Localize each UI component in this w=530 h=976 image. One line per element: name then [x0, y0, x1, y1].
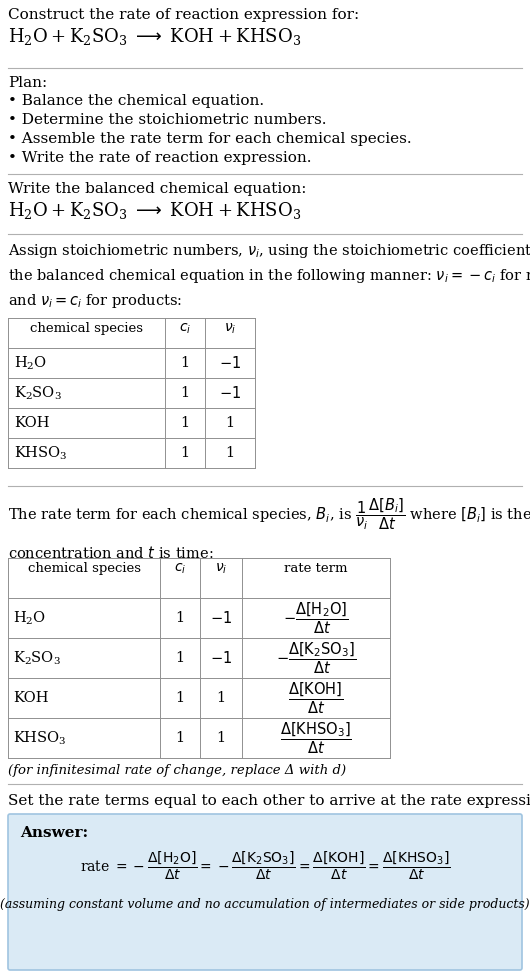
Text: 1: 1: [175, 611, 184, 625]
Text: Set the rate terms equal to each other to arrive at the rate expression:: Set the rate terms equal to each other t…: [8, 794, 530, 808]
Text: • Determine the stoichiometric numbers.: • Determine the stoichiometric numbers.: [8, 113, 326, 127]
Text: $c_i$: $c_i$: [179, 322, 191, 337]
Text: 1: 1: [180, 446, 190, 460]
Text: $-1$: $-1$: [210, 610, 232, 626]
Text: KOH: KOH: [14, 416, 49, 430]
Text: $\mathregular{H_2O}$: $\mathregular{H_2O}$: [14, 354, 47, 372]
Text: $c_i$: $c_i$: [174, 562, 186, 577]
Text: $\mathregular{K_2SO_3}$: $\mathregular{K_2SO_3}$: [14, 385, 62, 402]
Text: $\mathregular{K_2SO_3}$: $\mathregular{K_2SO_3}$: [13, 649, 61, 667]
Text: KOH: KOH: [13, 691, 49, 705]
Text: $-1$: $-1$: [219, 355, 241, 371]
Text: $\nu_i$: $\nu_i$: [215, 562, 227, 577]
Text: Assign stoichiometric numbers, $\nu_i$, using the stoichiometric coefficients, $: Assign stoichiometric numbers, $\nu_i$, …: [8, 242, 530, 310]
Text: 1: 1: [180, 386, 190, 400]
Text: chemical species: chemical species: [30, 322, 143, 335]
Text: rate term: rate term: [284, 562, 348, 575]
Text: $\dfrac{\Delta[\mathrm{KOH}]}{\Delta t}$: $\dfrac{\Delta[\mathrm{KOH}]}{\Delta t}$: [288, 680, 344, 715]
Text: (assuming constant volume and no accumulation of intermediates or side products): (assuming constant volume and no accumul…: [0, 898, 530, 911]
Text: $-\dfrac{\Delta[\mathrm{K_2SO_3}]}{\Delta t}$: $-\dfrac{\Delta[\mathrm{K_2SO_3}]}{\Delt…: [276, 640, 356, 675]
Text: Write the balanced chemical equation:: Write the balanced chemical equation:: [8, 182, 306, 196]
Text: • Balance the chemical equation.: • Balance the chemical equation.: [8, 94, 264, 108]
Text: 1: 1: [175, 731, 184, 745]
Text: Plan:: Plan:: [8, 76, 47, 90]
Text: $-1$: $-1$: [219, 385, 241, 401]
Text: 1: 1: [175, 691, 184, 705]
Text: Construct the rate of reaction expression for:: Construct the rate of reaction expressio…: [8, 8, 359, 22]
Text: $\nu_i$: $\nu_i$: [224, 322, 236, 337]
Text: $\dfrac{\Delta[\mathrm{KHSO_3}]}{\Delta t}$: $\dfrac{\Delta[\mathrm{KHSO_3}]}{\Delta …: [280, 720, 352, 755]
Text: $\mathregular{H_2O + K_2SO_3}$$\;\longrightarrow\;$$\mathregular{KOH + KHSO_3}$: $\mathregular{H_2O + K_2SO_3}$$\;\longri…: [8, 26, 301, 47]
Text: 1: 1: [175, 651, 184, 665]
Text: $\mathregular{KHSO_3}$: $\mathregular{KHSO_3}$: [13, 729, 67, 747]
Text: chemical species: chemical species: [28, 562, 140, 575]
Text: (for infinitesimal rate of change, replace Δ with d): (for infinitesimal rate of change, repla…: [8, 764, 346, 777]
Text: Answer:: Answer:: [20, 826, 88, 840]
Text: 1: 1: [180, 416, 190, 430]
Text: 1: 1: [225, 446, 235, 460]
Text: $\mathregular{KHSO_3}$: $\mathregular{KHSO_3}$: [14, 444, 68, 462]
Text: • Assemble the rate term for each chemical species.: • Assemble the rate term for each chemic…: [8, 132, 412, 146]
Text: • Write the rate of reaction expression.: • Write the rate of reaction expression.: [8, 151, 312, 165]
Text: $\mathregular{H_2O + K_2SO_3}$$\;\longrightarrow\;$$\mathregular{KOH + KHSO_3}$: $\mathregular{H_2O + K_2SO_3}$$\;\longri…: [8, 200, 301, 221]
Text: rate $= -\dfrac{\Delta[\mathrm{H_2O}]}{\Delta t} = -\dfrac{\Delta[\mathrm{K_2SO_: rate $= -\dfrac{\Delta[\mathrm{H_2O}]}{\…: [80, 850, 450, 882]
Text: 1: 1: [216, 691, 226, 705]
Text: $-1$: $-1$: [210, 650, 232, 666]
Text: 1: 1: [225, 416, 235, 430]
Text: $-\dfrac{\Delta[\mathrm{H_2O}]}{\Delta t}$: $-\dfrac{\Delta[\mathrm{H_2O}]}{\Delta t…: [284, 600, 349, 635]
Text: 1: 1: [216, 731, 226, 745]
Text: 1: 1: [180, 356, 190, 370]
Text: The rate term for each chemical species, $B_i$, is $\dfrac{1}{\nu_i}\dfrac{\Delt: The rate term for each chemical species,…: [8, 496, 530, 560]
Text: $\mathregular{H_2O}$: $\mathregular{H_2O}$: [13, 609, 46, 627]
FancyBboxPatch shape: [8, 814, 522, 970]
